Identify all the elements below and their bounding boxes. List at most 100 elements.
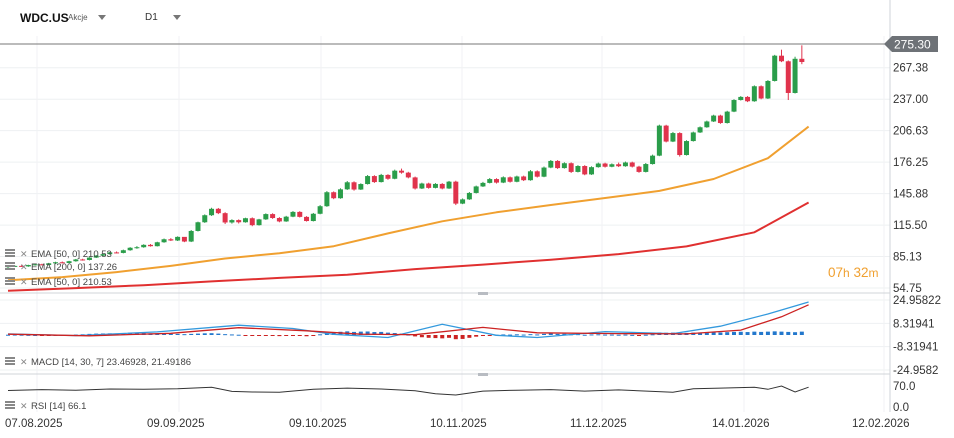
legend-close-icon[interactable]: ✕ bbox=[20, 263, 28, 273]
macd-histogram-bar bbox=[162, 333, 167, 335]
legend-close-icon[interactable]: ✕ bbox=[20, 278, 28, 288]
candle bbox=[236, 219, 242, 224]
candle bbox=[500, 176, 506, 184]
legend-text: EMA [200, 0] 137.26 bbox=[31, 262, 117, 273]
macd-histogram-bar bbox=[786, 331, 791, 335]
ema-50-legend-duplicate[interactable]: ✕ EMA [50, 0] 210.53 bbox=[5, 277, 112, 288]
macd-histogram bbox=[6, 331, 804, 340]
candle bbox=[283, 215, 289, 222]
legend-text: MACD [14, 30, 7] 23.46928, 21.49186 bbox=[31, 357, 191, 368]
candle bbox=[521, 175, 527, 182]
candle bbox=[541, 166, 547, 178]
rsi-legend[interactable]: ✕ RSI [14] 66.1 bbox=[5, 401, 86, 412]
candle bbox=[507, 176, 513, 183]
candle bbox=[19, 265, 25, 267]
candle bbox=[181, 236, 187, 243]
macd-histogram-bar bbox=[752, 331, 757, 336]
legend-menu-icon bbox=[5, 262, 15, 264]
candle bbox=[331, 191, 337, 200]
candle bbox=[555, 160, 561, 169]
macd-histogram-bar bbox=[508, 334, 513, 336]
candle bbox=[66, 260, 72, 264]
candle bbox=[446, 180, 452, 189]
price-tick-label: 176.25 bbox=[893, 157, 928, 169]
candle bbox=[419, 182, 425, 190]
candle bbox=[480, 181, 486, 187]
candle bbox=[656, 124, 662, 157]
candle bbox=[758, 85, 764, 100]
symbol-dropdown-chevron-down-icon[interactable] bbox=[98, 15, 106, 20]
macd-histogram-bar bbox=[582, 334, 587, 336]
macd-legend[interactable]: ✕ MACD [14, 30, 7] 23.46928, 21.49186 bbox=[5, 357, 191, 368]
candle bbox=[392, 169, 398, 180]
candle bbox=[195, 221, 201, 232]
macd-histogram-bar bbox=[609, 334, 614, 336]
time-tick-label: 09.09.2025 bbox=[147, 418, 205, 430]
legend-close-icon[interactable]: ✕ bbox=[20, 402, 28, 412]
macd-histogram-bar bbox=[575, 334, 580, 336]
macd-histogram-bar bbox=[514, 334, 519, 336]
timeframe-label[interactable]: D1 bbox=[145, 12, 158, 23]
macd-histogram-bar bbox=[379, 331, 384, 335]
candle bbox=[249, 217, 255, 227]
candle bbox=[514, 175, 520, 183]
macd-histogram-bar bbox=[358, 331, 363, 336]
macd-histogram-bar bbox=[195, 333, 200, 335]
candle bbox=[59, 261, 65, 264]
candle bbox=[120, 249, 126, 254]
macd-histogram-bar bbox=[453, 335, 458, 340]
macd-tick-label: 24.95822 bbox=[893, 295, 941, 307]
macd-histogram-bar bbox=[698, 332, 703, 336]
legend-close-icon[interactable]: ✕ bbox=[20, 358, 28, 368]
candle bbox=[147, 244, 153, 247]
price-tick-label: 115.50 bbox=[893, 220, 927, 232]
candle bbox=[684, 140, 689, 156]
price-tick-label: 54.75 bbox=[893, 283, 922, 295]
candle bbox=[127, 247, 133, 251]
candle bbox=[629, 161, 635, 168]
candle bbox=[622, 161, 628, 167]
pane-resize-handle-macd[interactable] bbox=[478, 292, 488, 295]
macd-histogram-bar bbox=[304, 335, 309, 337]
macd-signal-line bbox=[7, 304, 809, 337]
macd-histogram-bar bbox=[182, 334, 187, 336]
legend-close-icon[interactable]: ✕ bbox=[20, 250, 28, 260]
candle bbox=[785, 60, 791, 101]
candle bbox=[582, 165, 588, 176]
candle bbox=[602, 162, 608, 168]
macd-histogram-bar bbox=[297, 335, 302, 336]
ema-50-legend[interactable]: ✕ EMA [50, 0] 210.53 bbox=[5, 249, 112, 260]
candle bbox=[80, 258, 86, 261]
macd-histogram-bar bbox=[284, 335, 289, 336]
candle bbox=[93, 255, 99, 259]
candle bbox=[351, 181, 357, 191]
timeframe-dropdown-chevron-down-icon[interactable] bbox=[173, 15, 181, 20]
candle bbox=[358, 183, 364, 190]
legend-menu-icon bbox=[5, 401, 15, 403]
candle bbox=[141, 244, 147, 248]
candle bbox=[365, 175, 371, 185]
macd-histogram-bar bbox=[562, 333, 567, 336]
macd-histogram-bar bbox=[236, 334, 241, 336]
pane-resize-handle-rsi[interactable] bbox=[478, 373, 488, 376]
countdown-hours: 07 bbox=[828, 265, 844, 280]
candle bbox=[263, 213, 269, 220]
price-axis: 267.38 237.00 206.63 176.25 145.88 115.50 85.1… bbox=[893, 63, 941, 414]
candle bbox=[107, 251, 113, 255]
legend-menu-icon bbox=[5, 407, 15, 409]
macd-histogram-bar bbox=[603, 334, 608, 336]
candle bbox=[324, 191, 330, 207]
candle bbox=[317, 205, 323, 215]
macd-histogram-bar bbox=[711, 332, 716, 335]
ema-200-legend[interactable]: ✕ EMA [200, 0] 137.26 bbox=[5, 262, 117, 273]
time-tick-label: 14.01.2026 bbox=[712, 418, 770, 430]
candle bbox=[561, 162, 567, 169]
macd-histogram-bar bbox=[318, 334, 323, 336]
candle bbox=[792, 56, 798, 94]
macd-histogram-bar bbox=[637, 335, 642, 336]
candle bbox=[609, 163, 615, 168]
symbol-label[interactable]: WDC.US bbox=[20, 11, 69, 25]
candle bbox=[724, 110, 730, 124]
